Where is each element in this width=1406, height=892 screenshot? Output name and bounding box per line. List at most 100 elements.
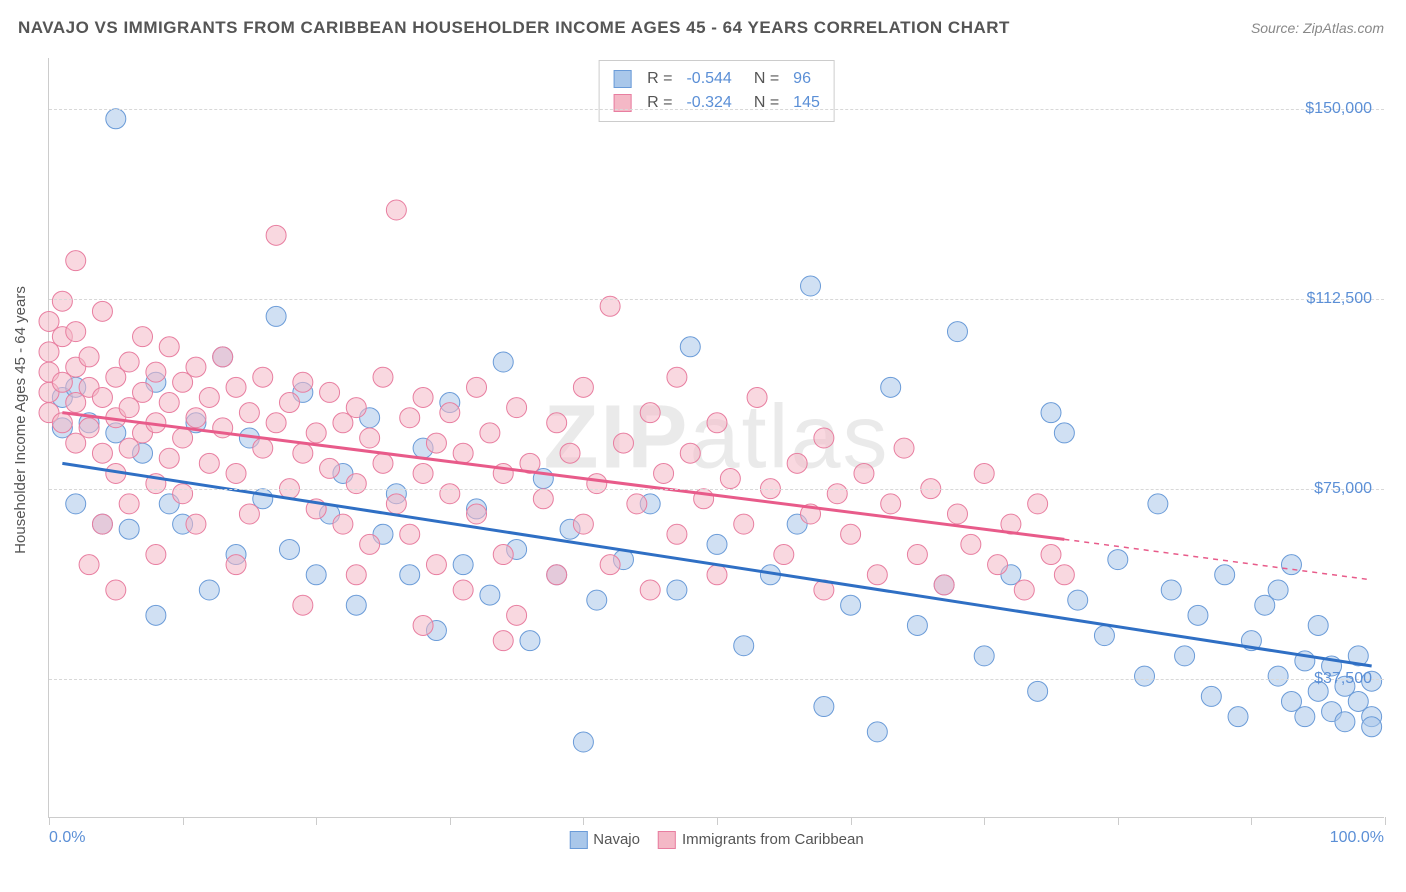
x-tick <box>450 817 451 825</box>
data-point <box>186 514 206 534</box>
correlation-legend: R =-0.544N =96R =-0.324N =145 <box>598 60 835 122</box>
data-point <box>199 580 219 600</box>
data-point <box>493 545 513 565</box>
data-point <box>159 393 179 413</box>
data-point <box>386 494 406 514</box>
data-point <box>186 357 206 377</box>
data-point <box>66 494 86 514</box>
data-point <box>266 413 286 433</box>
data-point <box>119 494 139 514</box>
data-point <box>400 524 420 544</box>
data-point <box>279 393 299 413</box>
data-point <box>613 433 633 453</box>
data-point <box>573 732 593 752</box>
data-point <box>640 403 660 423</box>
data-point <box>253 438 273 458</box>
data-point <box>106 580 126 600</box>
data-point <box>734 636 754 656</box>
y-axis-label: Householder Income Ages 45 - 64 years <box>12 286 29 554</box>
data-point <box>426 555 446 575</box>
data-point <box>226 463 246 483</box>
data-point <box>1215 565 1235 585</box>
data-point <box>66 251 86 271</box>
legend-row: R =-0.324N =145 <box>613 91 820 115</box>
y-tick-label: $37,500 <box>1314 670 1372 688</box>
gridline <box>49 489 1384 490</box>
data-point <box>1068 590 1088 610</box>
n-value: 96 <box>793 67 811 91</box>
data-point <box>159 448 179 468</box>
data-point <box>720 469 740 489</box>
data-point <box>1108 550 1128 570</box>
data-point <box>680 443 700 463</box>
data-point <box>92 387 112 407</box>
data-point <box>1028 494 1048 514</box>
data-point <box>1041 545 1061 565</box>
data-point <box>493 352 513 372</box>
x-tick <box>1251 817 1252 825</box>
data-point <box>974 646 994 666</box>
data-point <box>894 438 914 458</box>
data-point <box>239 504 259 524</box>
data-point <box>493 631 513 651</box>
data-point <box>867 722 887 742</box>
data-point <box>480 585 500 605</box>
legend-row: R =-0.544N =96 <box>613 67 820 91</box>
data-point <box>413 387 433 407</box>
data-point <box>747 387 767 407</box>
data-point <box>907 615 927 635</box>
data-point <box>947 322 967 342</box>
data-point <box>881 377 901 397</box>
data-point <box>226 377 246 397</box>
legend-item: Immigrants from Caribbean <box>658 831 864 849</box>
x-tick <box>717 817 718 825</box>
series-legend: Navajo Immigrants from Caribbean <box>569 831 863 849</box>
data-point <box>453 580 473 600</box>
data-point <box>1161 580 1181 600</box>
data-point <box>92 443 112 463</box>
data-point <box>279 539 299 559</box>
r-value: -0.544 <box>686 67 731 91</box>
data-point <box>66 322 86 342</box>
data-point <box>734 514 754 534</box>
data-point <box>774 545 794 565</box>
data-point <box>1135 666 1155 686</box>
legend-label: Navajo <box>593 831 640 848</box>
data-point <box>159 337 179 357</box>
n-label: N = <box>754 91 779 115</box>
data-point <box>1094 626 1114 646</box>
x-tick <box>1385 817 1386 825</box>
gridline <box>49 679 1384 680</box>
data-point <box>186 408 206 428</box>
data-point <box>360 534 380 554</box>
data-point <box>239 403 259 423</box>
source-attribution: Source: ZipAtlas.com <box>1251 20 1384 36</box>
data-point <box>560 443 580 463</box>
data-point <box>854 463 874 483</box>
data-point <box>400 408 420 428</box>
data-point <box>707 534 727 554</box>
data-point <box>707 413 727 433</box>
data-point <box>881 494 901 514</box>
data-point <box>974 463 994 483</box>
data-point <box>333 514 353 534</box>
data-point <box>1054 423 1074 443</box>
data-point <box>293 443 313 463</box>
x-tick <box>851 817 852 825</box>
y-tick-label: $150,000 <box>1305 100 1372 118</box>
n-value: 145 <box>793 91 820 115</box>
y-tick-label: $75,000 <box>1314 480 1372 498</box>
data-point <box>934 575 954 595</box>
data-point <box>213 347 233 367</box>
data-point <box>92 514 112 534</box>
data-point <box>373 453 393 473</box>
data-point <box>1295 707 1315 727</box>
data-point <box>480 423 500 443</box>
data-point <box>426 433 446 453</box>
data-point <box>373 367 393 387</box>
data-point <box>146 605 166 625</box>
data-point <box>841 524 861 544</box>
data-point <box>133 327 153 347</box>
x-tick <box>984 817 985 825</box>
x-axis-min-label: 0.0% <box>49 829 85 847</box>
